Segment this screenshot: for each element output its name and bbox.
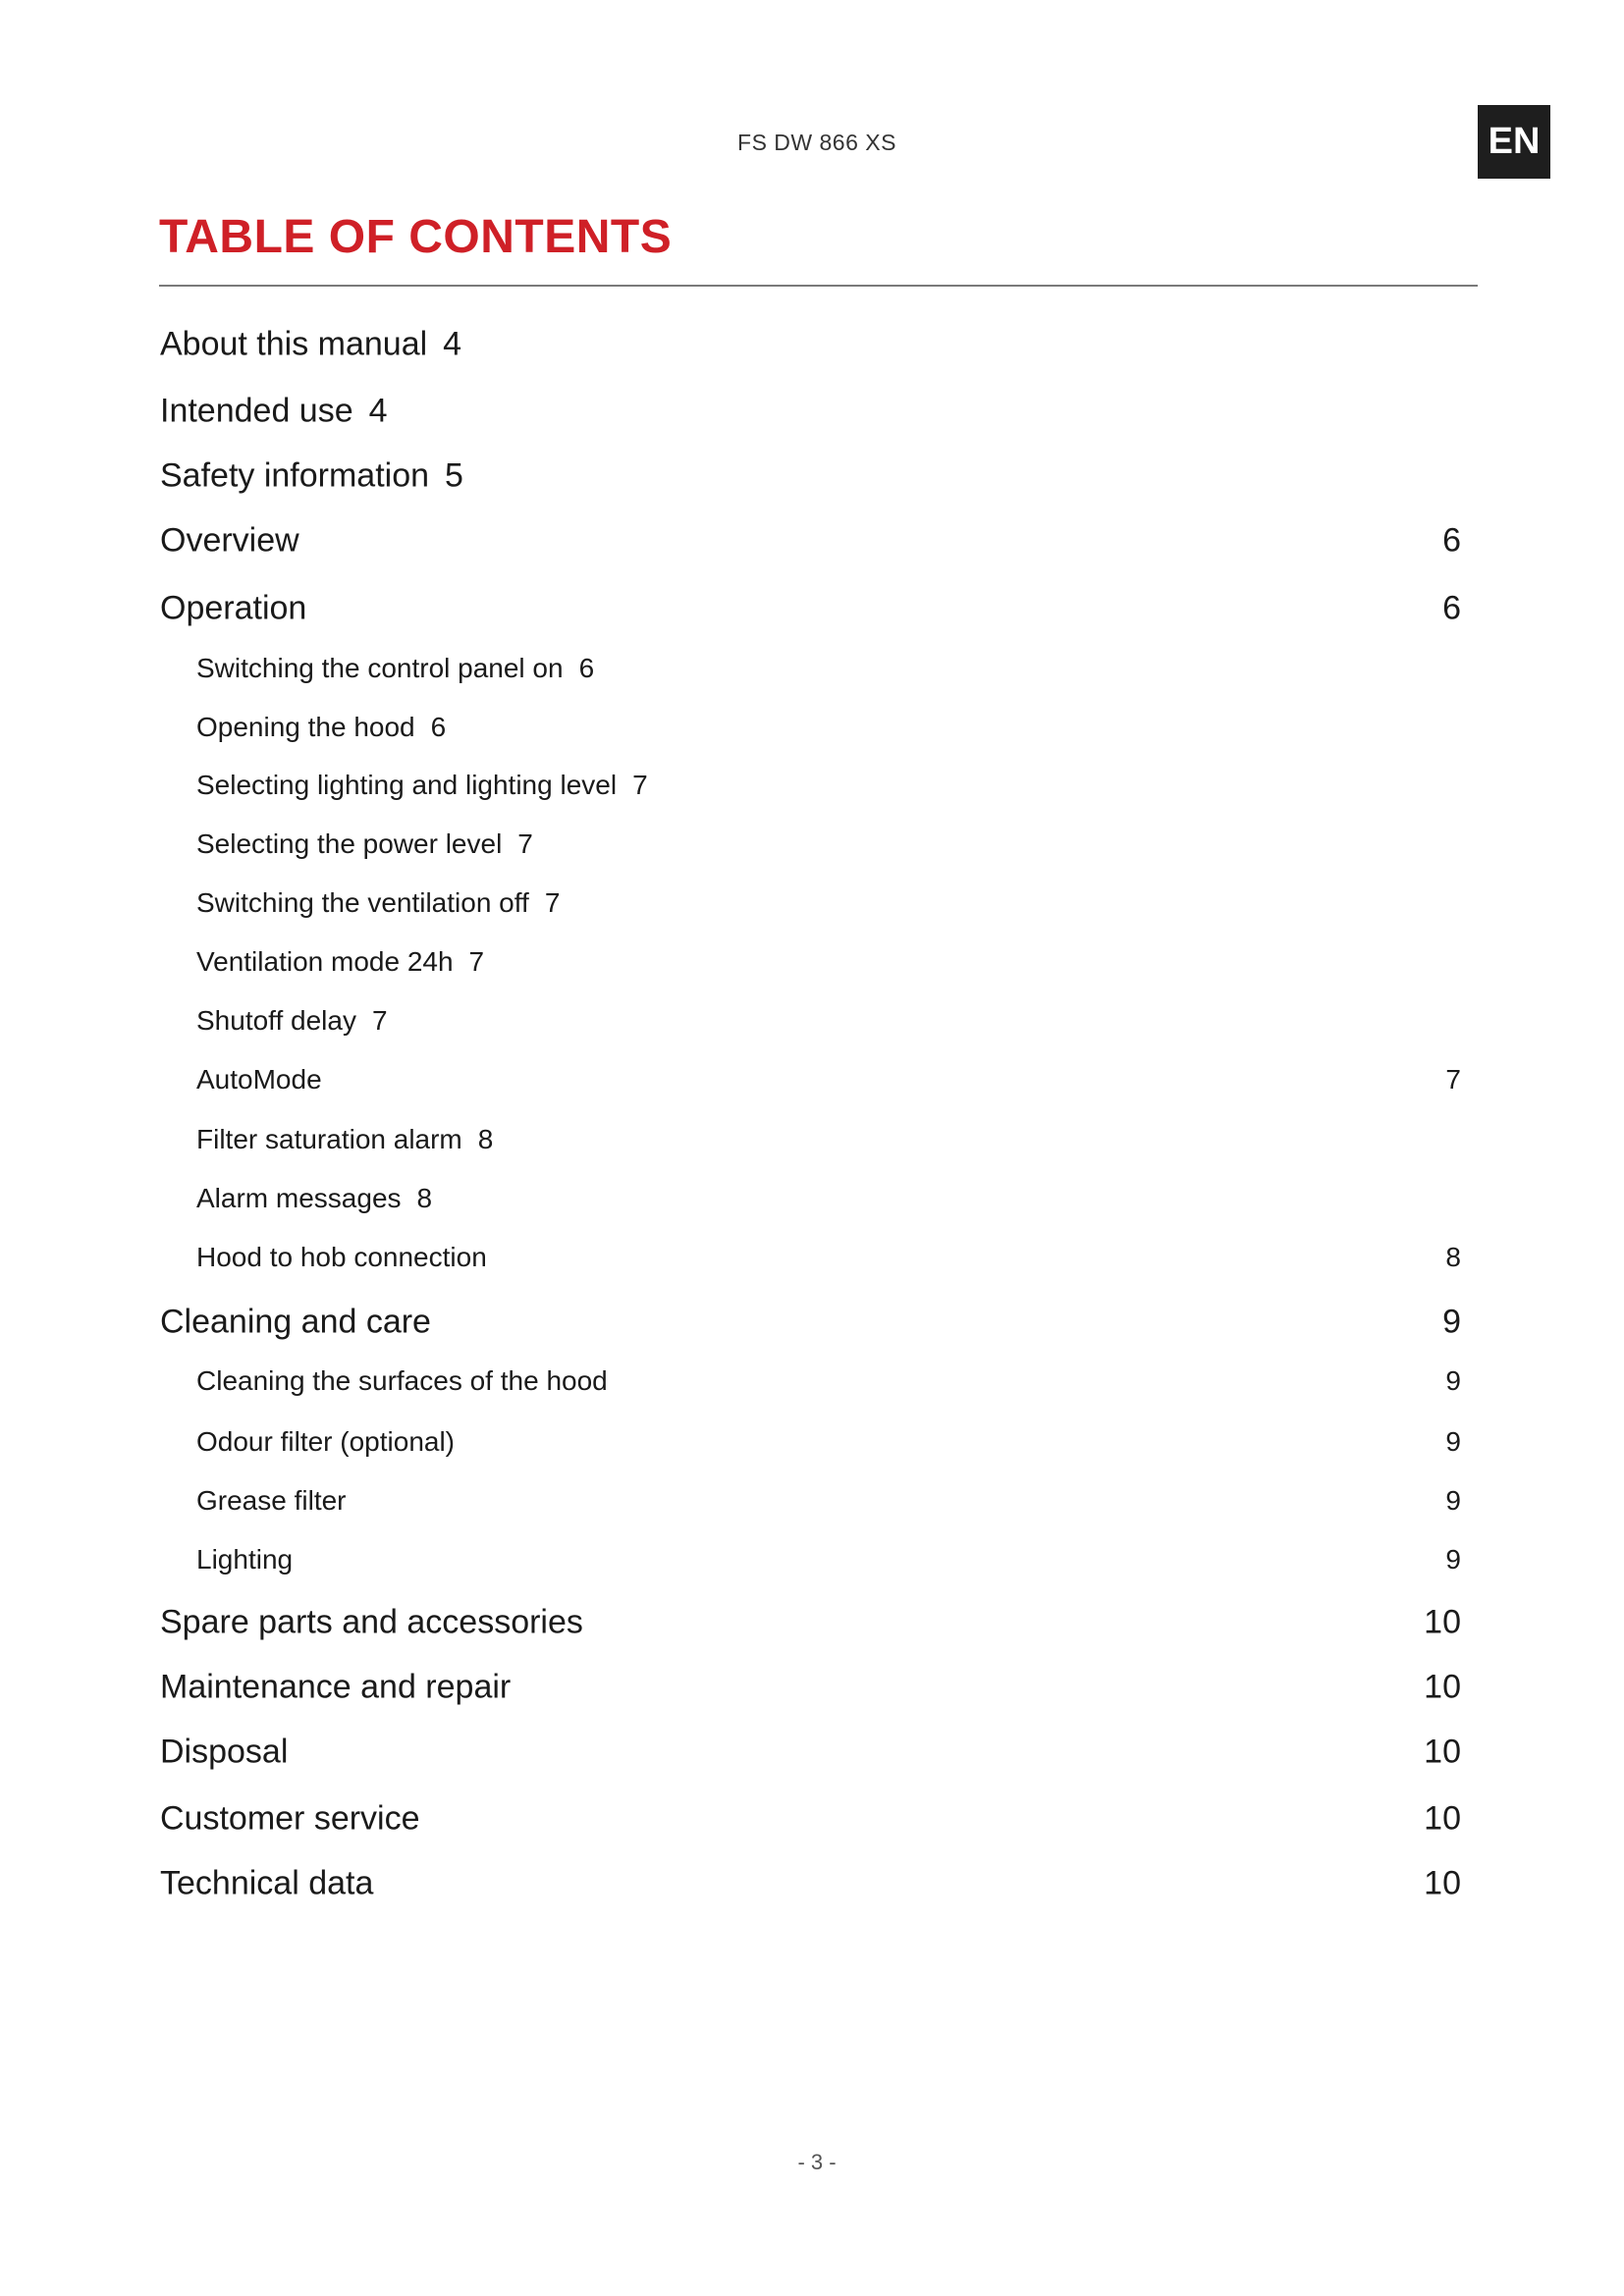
toc-entry[interactable]: Hood to hob connection 8 (196, 1242, 1461, 1273)
toc-entry-page: 6 (430, 712, 447, 742)
toc-entry[interactable]: Disposal 10 (160, 1734, 1461, 1772)
toc-entry-label: Disposal (160, 1733, 289, 1771)
toc-entry[interactable]: Cleaning and care 9 (160, 1304, 1461, 1342)
toc-entry-label: Odour filter (optional) (196, 1426, 456, 1457)
toc-entry-page: 8 (1445, 1242, 1461, 1272)
toc-entry-label: Filter saturation alarm (196, 1124, 462, 1154)
toc-entry-label: Overview (160, 521, 299, 560)
toc-entry-page: 6 (1442, 521, 1461, 560)
toc-entry[interactable]: Cleaning the surfaces of the hood 9 (196, 1365, 1461, 1397)
toc-entry-page: 8 (416, 1183, 433, 1213)
toc-entry-page: 7 (1445, 1064, 1461, 1095)
toc-entry-label: Operation (160, 589, 307, 627)
toc-entry[interactable]: Overview 6 (160, 522, 1461, 561)
toc-entry-page: 7 (632, 770, 648, 800)
toc-entry[interactable]: AutoMode 7 (196, 1064, 1461, 1095)
toc-entry-label: Maintenance and repair (160, 1668, 512, 1706)
toc-entry-label: About this manual (160, 325, 428, 363)
toc-entry-page: 9 (1442, 1303, 1461, 1341)
toc-entry-page: 10 (1424, 1733, 1461, 1771)
language-tab: EN (1478, 105, 1550, 179)
toc-entry-page: 7 (544, 887, 561, 918)
toc-entry-page: 5 (445, 456, 463, 495)
toc-entry[interactable]: Switching the ventilation off 7 (196, 887, 1461, 919)
toc-entry-page: 10 (1424, 1603, 1461, 1641)
toc-entry[interactable]: Spare parts and accessories 10 (160, 1604, 1461, 1642)
toc-entry-page: 6 (578, 653, 595, 683)
toc-entry[interactable]: Grease filter 9 (196, 1485, 1461, 1517)
toc-entry-label: Spare parts and accessories (160, 1603, 583, 1641)
toc-entry-page: 6 (1442, 589, 1461, 627)
toc-entry[interactable]: Ventilation mode 24h 7 (196, 946, 1461, 978)
toc-entry-page: 10 (1424, 1799, 1461, 1838)
toc-entry-label: Selecting the power level (196, 828, 503, 859)
toc-entry[interactable]: Selecting lighting and lighting level 7 (196, 770, 1461, 801)
toc-entry[interactable]: Customer service 10 (160, 1800, 1461, 1839)
toc-entry-page: 9 (1445, 1485, 1461, 1516)
toc-entry-page: 7 (371, 1005, 388, 1036)
toc-entry-page: 7 (517, 828, 533, 859)
toc-entry-page: 7 (468, 946, 485, 977)
toc-entry-label: Ventilation mode 24h (196, 946, 454, 977)
toc-entry-page: 4 (368, 392, 388, 430)
toc-entry-label: Grease filter (196, 1485, 347, 1516)
toc-entry-page: 10 (1424, 1864, 1461, 1902)
page-number: - 3 - (797, 2150, 837, 2174)
document-model-header: FS DW 866 XS (737, 130, 896, 155)
toc-entry-page: 9 (1445, 1365, 1461, 1396)
toc-entry-label: Opening the hood (196, 712, 415, 742)
toc-entry-label: Hood to hob connection (196, 1242, 487, 1272)
toc-entry-page: 10 (1424, 1668, 1461, 1706)
toc-entry-label: Intended use (160, 392, 353, 430)
toc-entry-page: 9 (1445, 1544, 1461, 1575)
toc-entry[interactable]: Odour filter (optional) 9 (196, 1426, 1461, 1458)
toc-entry-label: AutoMode (196, 1064, 322, 1095)
toc-entry-label: Switching the control panel on (196, 653, 564, 683)
toc-entry[interactable]: Selecting the power level 7 (196, 828, 1461, 860)
toc-entry-label: Safety information (160, 456, 430, 495)
toc-entry-page: 8 (477, 1124, 494, 1154)
toc-entry-label: Cleaning the surfaces of the hood (196, 1365, 608, 1396)
toc-entry[interactable]: Safety information 5 (160, 457, 1461, 496)
toc-entry[interactable]: Intended use 4 (160, 393, 1461, 431)
toc-entry[interactable]: Switching the control panel on 6 (196, 653, 1461, 684)
toc-entry-label: Lighting (196, 1544, 294, 1575)
toc-entry[interactable]: Maintenance and repair 10 (160, 1669, 1461, 1707)
page-title: TABLE OF CONTENTS (159, 211, 673, 263)
toc-entry[interactable]: Opening the hood 6 (196, 712, 1461, 743)
toc-entry[interactable]: Alarm messages 8 (196, 1183, 1461, 1214)
toc-entry-page: 9 (1445, 1426, 1461, 1457)
toc-entry-label: Alarm messages (196, 1183, 402, 1213)
toc-entry-label: Customer service (160, 1799, 420, 1838)
toc-entry-label: Selecting lighting and lighting level (196, 770, 618, 800)
toc-entry-label: Technical data (160, 1864, 374, 1902)
toc-entry-label: Switching the ventilation off (196, 887, 529, 918)
toc-entry[interactable]: Lighting 9 (196, 1544, 1461, 1575)
toc-entry[interactable]: Operation 6 (160, 590, 1461, 628)
toc-entry-page: 4 (443, 325, 462, 363)
toc-entry[interactable]: About this manual 4 (160, 326, 1461, 364)
toc-entry-label: Cleaning and care (160, 1303, 431, 1341)
title-divider (159, 285, 1478, 287)
toc-entry-label: Shutoff delay (196, 1005, 356, 1036)
toc-entry[interactable]: Filter saturation alarm 8 (196, 1124, 1461, 1155)
toc-entry[interactable]: Shutoff delay 7 (196, 1005, 1461, 1037)
toc-entry[interactable]: Technical data 10 (160, 1865, 1461, 1903)
